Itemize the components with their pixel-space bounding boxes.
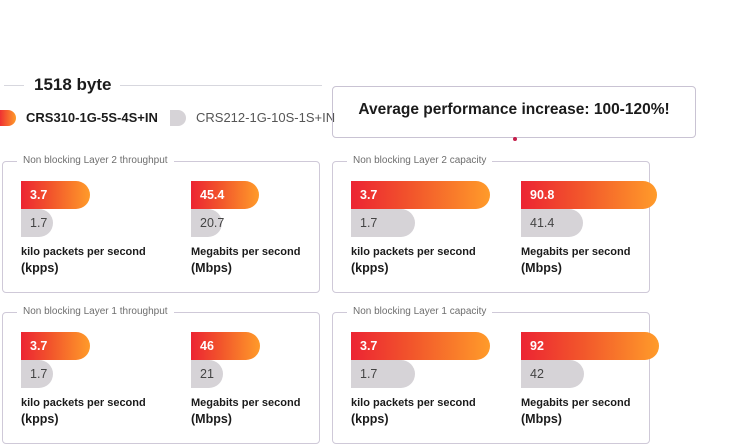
panel-title: Non blocking Layer 2 throughput <box>17 154 174 168</box>
unit-description: Megabits per second <box>191 397 301 409</box>
bar-crs212: 42 <box>521 360 584 388</box>
chart-panel: Non blocking Layer 1 throughput 3.7 1.7 kil… <box>2 305 320 444</box>
bar-value-label: 42 <box>530 367 544 381</box>
unit-description: kilo packets per second <box>21 246 146 258</box>
callout-dot <box>513 137 517 141</box>
bar-crs310: 3.7 <box>351 332 490 360</box>
legend-swatch-gray <box>170 110 186 126</box>
unit-description: Megabits per second <box>521 397 631 409</box>
bar-crs310: 92 <box>521 332 659 360</box>
bar-crs212: 1.7 <box>21 360 53 388</box>
heading-rule-left <box>4 85 24 86</box>
metric-unit: kilo packets per second (kpps) <box>21 246 146 276</box>
metric-unit: Megabits per second (Mbps) <box>191 397 300 427</box>
bar-value-label: 92 <box>530 339 544 353</box>
unit-description: Megabits per second <box>191 246 301 258</box>
bar-value-label: 45.4 <box>200 188 225 202</box>
unit-abbreviation: (kpps) <box>351 261 389 275</box>
chart-panel: Non blocking Layer 2 capacity 3.7 1.7 kilo … <box>332 154 657 293</box>
performance-callout-text: Average performance increase: 100-120%! <box>358 101 670 118</box>
unit-description: Megabits per second <box>521 246 631 258</box>
performance-callout: Average performance increase: 100-120%! <box>332 86 696 141</box>
unit-description: kilo packets per second <box>21 397 146 409</box>
bar-value-label: 1.7 <box>360 216 378 230</box>
bar-crs310: 3.7 <box>351 181 490 209</box>
unit-abbreviation: (Mbps) <box>521 261 562 275</box>
bar-value-label: 41.4 <box>530 216 555 230</box>
panel-title: Non blocking Layer 1 throughput <box>17 305 174 319</box>
metric-unit: kilo packets per second (kpps) <box>351 397 476 427</box>
bar-value-label: 1.7 <box>30 216 48 230</box>
chart-panel: Non blocking Layer 1 capacity 3.7 1.7 kilo … <box>332 305 659 444</box>
unit-description: kilo packets per second <box>351 397 476 409</box>
bar-crs212: 1.7 <box>351 209 415 237</box>
bar-value-label: 3.7 <box>360 188 378 202</box>
bar-crs212: 1.7 <box>351 360 415 388</box>
unit-abbreviation: (Mbps) <box>521 412 562 426</box>
bar-crs212: 41.4 <box>521 209 583 237</box>
bar-value-label: 3.7 <box>30 188 48 202</box>
bar-value-label: 90.8 <box>530 188 555 202</box>
unit-abbreviation: (Mbps) <box>191 261 232 275</box>
metric-unit: Megabits per second (Mbps) <box>191 246 300 276</box>
bar-crs310: 46 <box>191 332 260 360</box>
unit-abbreviation: (kpps) <box>21 412 59 426</box>
bar-value-label: 1.7 <box>360 367 378 381</box>
unit-abbreviation: (kpps) <box>21 261 59 275</box>
legend-label: CRS310-1G-5S-4S+IN <box>26 110 158 125</box>
unit-abbreviation: (Mbps) <box>191 412 232 426</box>
section-title: 1518 byte <box>34 75 112 94</box>
metric-unit: Megabits per second (Mbps) <box>521 246 630 276</box>
bar-value-label: 20.7 <box>200 216 225 230</box>
bar-crs310: 45.4 <box>191 181 259 209</box>
metric-unit: Megabits per second (Mbps) <box>521 397 630 427</box>
metric-unit: kilo packets per second (kpps) <box>351 246 476 276</box>
unit-abbreviation: (kpps) <box>351 412 389 426</box>
panel-title: Non blocking Layer 1 capacity <box>347 305 493 319</box>
metric-unit: kilo packets per second (kpps) <box>21 397 146 427</box>
legend-swatch-gradient <box>0 110 16 126</box>
bar-crs212: 1.7 <box>21 209 53 237</box>
bar-crs212: 20.7 <box>191 209 225 237</box>
heading-rule-right <box>120 85 322 86</box>
chart-panel: Non blocking Layer 2 throughput 3.7 1.7 kil… <box>2 154 320 293</box>
bar-crs310: 3.7 <box>21 181 90 209</box>
bar-crs310: 3.7 <box>21 332 90 360</box>
bar-crs212: 21 <box>191 360 223 388</box>
panel-title: Non blocking Layer 2 capacity <box>347 154 493 168</box>
bar-value-label: 3.7 <box>360 339 378 353</box>
bar-value-label: 21 <box>200 367 214 381</box>
bar-value-label: 1.7 <box>30 367 48 381</box>
legend-label: CRS212-1G-10S-1S+IN <box>196 110 336 125</box>
bar-value-label: 46 <box>200 339 214 353</box>
bar-crs310: 90.8 <box>521 181 657 209</box>
section-heading: 1518 byte <box>0 74 322 96</box>
bar-value-label: 3.7 <box>30 339 48 353</box>
unit-description: kilo packets per second <box>351 246 476 258</box>
